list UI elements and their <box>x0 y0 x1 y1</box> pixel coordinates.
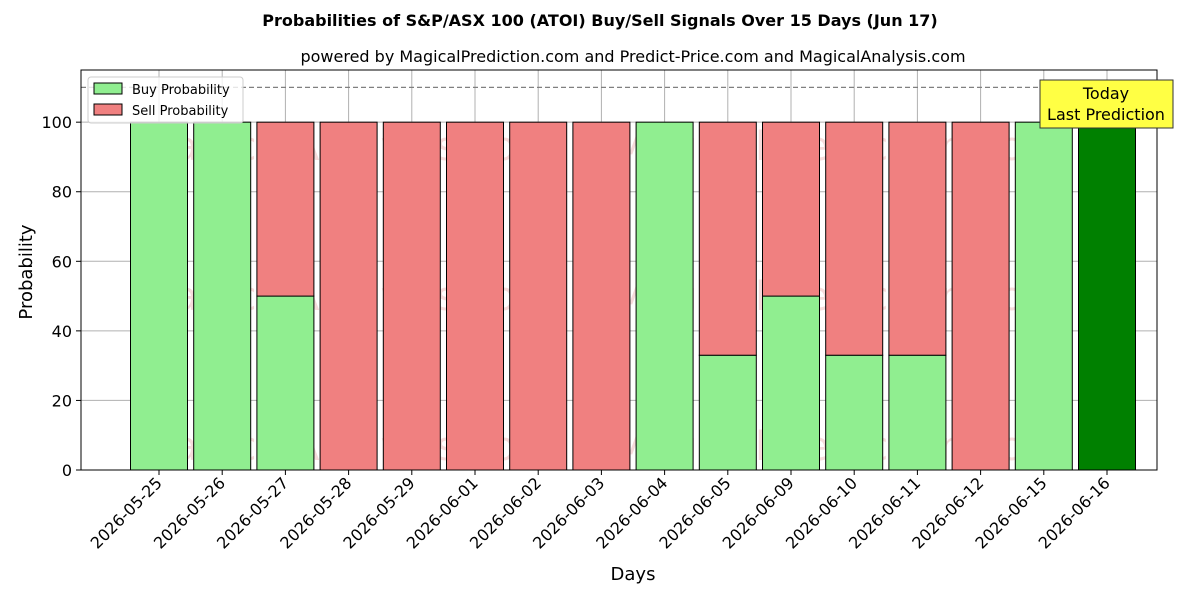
legend-box <box>87 76 244 124</box>
bar-sell-2026-06-02 <box>509 121 568 471</box>
bar-buy-2026-05-27 <box>256 295 315 471</box>
legend-label-sell: Sell Probability <box>132 104 229 119</box>
bar-buy-2026-06-05 <box>698 354 757 471</box>
legend: Buy Probability Sell Probability <box>87 76 244 124</box>
bars <box>130 121 1136 471</box>
y-tick-label: 20 <box>52 391 72 410</box>
y-tick-label: 40 <box>52 322 72 341</box>
last-prediction-label: Last Prediction <box>1047 105 1165 124</box>
legend-label-buy: Buy Probability <box>132 83 230 98</box>
y-tick-label: 80 <box>52 183 72 202</box>
chart-subtitle: powered by MagicalPrediction.com and Pre… <box>300 47 965 66</box>
chart-title: Probabilities of S&P/ASX 100 (ATOI) Buy/… <box>262 11 937 30</box>
bar-buy-2026-06-04 <box>635 121 694 471</box>
bar-sell-2026-06-11 <box>888 121 947 356</box>
bar-buy-2026-06-11 <box>888 354 947 471</box>
legend-swatch-sell <box>93 103 123 116</box>
bar-sell-2026-06-05 <box>698 121 757 356</box>
y-axis: 0 20 40 60 80 100 <box>41 113 81 480</box>
plot-frame <box>80 69 1158 471</box>
bar-sell-2026-06-01 <box>446 121 504 471</box>
x-axis: 2026-05-252026-05-262026-05-272026-05-28… <box>87 470 1114 553</box>
y-axis-label: Probability <box>16 224 37 319</box>
y-tick-label: 0 <box>62 461 72 480</box>
bar-buy-2026-06-15 <box>1014 121 1073 471</box>
y-tick-label: 60 <box>52 252 72 271</box>
bar-sell-2026-05-29 <box>382 121 441 471</box>
bar-sell-2026-06-10 <box>825 121 884 356</box>
bar-sell-2026-05-27 <box>256 121 315 297</box>
bar-sell-2026-05-28 <box>319 121 378 471</box>
bar-buy-2026-05-26 <box>193 121 252 471</box>
bar-buy-2026-06-16 <box>1078 121 1136 471</box>
bar-sell-2026-06-09 <box>762 121 820 297</box>
today-annotation: Today Last Prediction <box>1039 79 1174 129</box>
today-annotation-box <box>1039 79 1174 129</box>
bar-sell-2026-06-03 <box>572 121 631 471</box>
bar-sell-2026-06-12 <box>951 121 1010 471</box>
x-axis-label: Days <box>611 564 656 585</box>
bar-buy-2026-05-25 <box>130 121 188 471</box>
y-tick-label: 100 <box>41 113 72 132</box>
bar-buy-2026-06-10 <box>825 354 884 471</box>
bar-buy-2026-06-09 <box>762 295 820 471</box>
legend-swatch-buy <box>93 82 123 95</box>
today-label: Today <box>1082 84 1129 103</box>
